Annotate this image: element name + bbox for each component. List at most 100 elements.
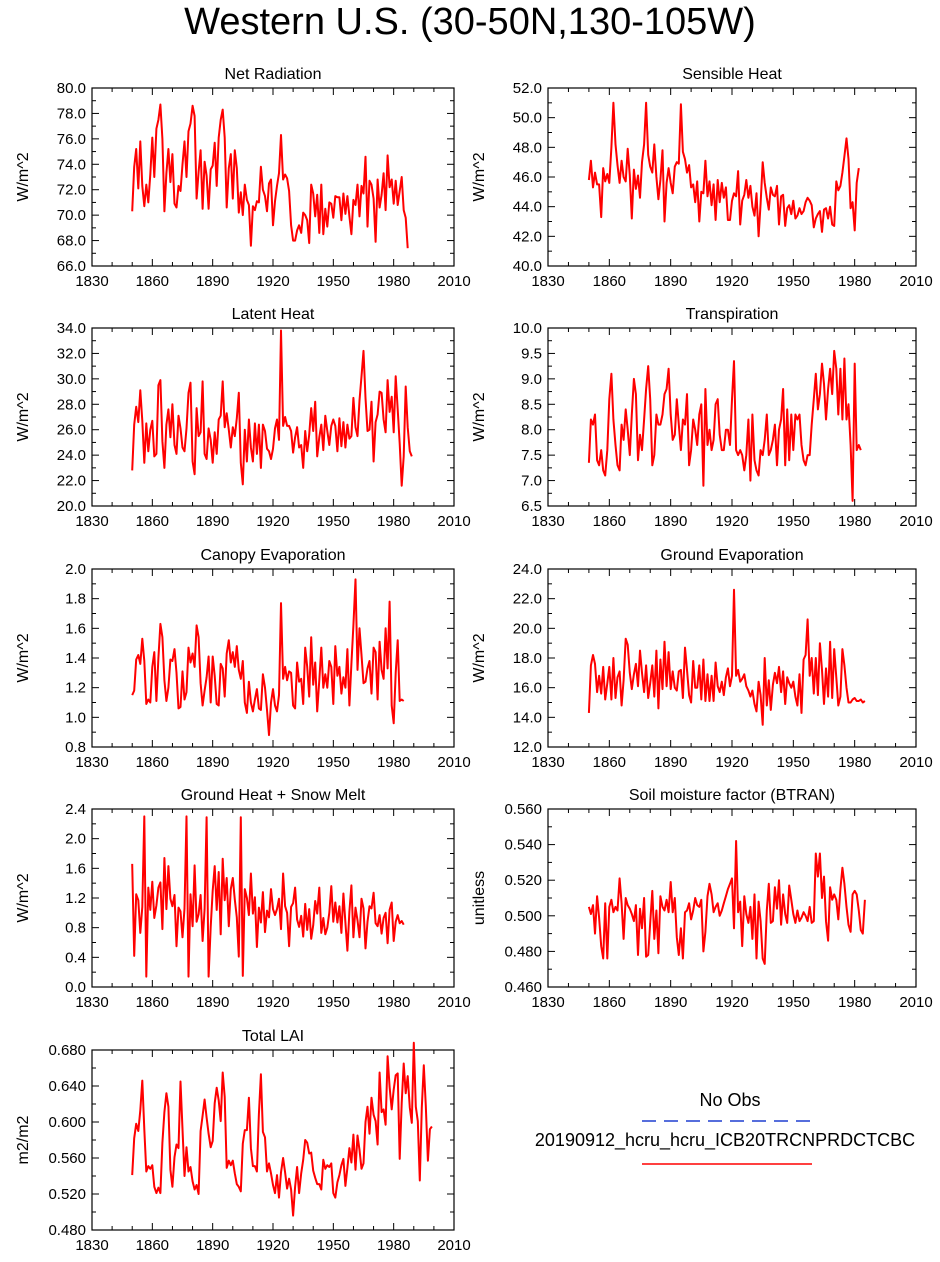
y-tick-label: 22.0: [513, 591, 542, 608]
y-axis-label: W/m^2: [15, 633, 32, 682]
y-tick-label: 2.4: [65, 801, 86, 818]
y-tick-label: 0.480: [48, 1222, 86, 1239]
x-tick-label: 1860: [136, 754, 169, 771]
y-tick-label: 42.0: [513, 228, 542, 245]
y-tick-label: 2.0: [65, 831, 86, 848]
x-tick-label: 1920: [715, 513, 748, 530]
x-tick-label: 1950: [777, 754, 810, 771]
series-line: [131, 329, 413, 487]
x-tick-label: 1860: [593, 273, 626, 290]
y-tick-label: 0.540: [504, 837, 542, 854]
y-tick-label: 0.460: [504, 979, 542, 996]
figure-title: Western U.S. (30-50N,130-105W): [184, 1, 756, 43]
x-tick-label: 1890: [196, 273, 229, 290]
y-tick-label: 28.0: [57, 396, 86, 413]
y-tick-label: 7.0: [521, 473, 542, 490]
x-tick-label: 2010: [899, 273, 932, 290]
x-tick-label: 1980: [377, 1237, 410, 1254]
legend-run-label: 20190912_hcru_hcru_ICB20TRCNPRDCTCBC: [534, 1130, 916, 1150]
y-axis-label: W/m^2: [15, 392, 32, 441]
y-tick-label: 50.0: [513, 110, 542, 127]
y-tick-label: 80.0: [57, 80, 86, 97]
y-tick-label: 2.0: [65, 561, 86, 578]
panel-title: Soil moisture factor (BTRAN): [629, 787, 835, 804]
x-tick-label: 1830: [531, 273, 564, 290]
y-tick-label: 9.5: [521, 345, 542, 362]
y-tick-label: 70.0: [57, 207, 86, 224]
x-tick-label: 1890: [196, 994, 229, 1011]
x-tick-label: 1830: [531, 754, 564, 771]
panel-title: Total LAI: [242, 1028, 304, 1045]
y-tick-label: 18.0: [513, 650, 542, 667]
panel-8: 0.460 0.480 0.500 0.520 0.540 0.560 1830 1860 18…: [471, 787, 933, 1011]
series-line: [131, 103, 409, 249]
x-tick-label: 1920: [715, 994, 748, 1011]
y-tick-label: 0.500: [504, 908, 542, 925]
y-tick-label: 0.8: [65, 739, 86, 756]
panel-title: Net Radiation: [225, 66, 322, 83]
x-tick-label: 1980: [838, 273, 871, 290]
panel-4: 6.5 7.0 7.5 8.0 8.5 9.0 9.5 10.0 1830 1860 1890 192…: [471, 306, 933, 530]
x-tick-label: 1860: [593, 754, 626, 771]
y-tick-label: 26.0: [57, 422, 86, 439]
x-tick-label: 1980: [377, 273, 410, 290]
x-tick-label: 1890: [654, 273, 687, 290]
y-tick-label: 0.680: [48, 1042, 86, 1059]
x-tick-label: 1950: [777, 273, 810, 290]
y-tick-label: 40.0: [513, 258, 542, 275]
plot-frame: [91, 568, 455, 748]
panel-7: 0.0 0.4 0.8 1.2 1.6 2.0 2.4 1830 1860 1890 1920 195…: [15, 787, 471, 1011]
x-tick-label: 1950: [317, 513, 350, 530]
y-tick-label: 0.520: [48, 1186, 86, 1203]
y-tick-label: 24.0: [513, 561, 542, 578]
y-tick-label: 8.0: [521, 422, 542, 439]
series-line: [131, 1041, 433, 1217]
x-tick-label: 1980: [377, 754, 410, 771]
y-tick-label: 48.0: [513, 139, 542, 156]
y-tick-label: 8.5: [521, 396, 542, 413]
x-tick-label: 1860: [136, 513, 169, 530]
y-tick-label: 1.6: [65, 860, 86, 877]
x-tick-label: 1950: [777, 994, 810, 1011]
panel-title: Canopy Evaporation: [201, 547, 346, 564]
x-tick-label: 1920: [256, 513, 289, 530]
panel-title: Ground Heat + Snow Melt: [181, 787, 366, 804]
series-line: [131, 578, 405, 737]
x-tick-label: 1980: [377, 994, 410, 1011]
y-tick-label: 74.0: [57, 156, 86, 173]
x-tick-label: 1890: [654, 994, 687, 1011]
x-tick-label: 1860: [136, 273, 169, 290]
x-tick-label: 1980: [838, 754, 871, 771]
x-tick-label: 1890: [196, 513, 229, 530]
y-tick-label: 46.0: [513, 169, 542, 186]
x-tick-label: 1860: [593, 513, 626, 530]
x-tick-label: 2010: [899, 754, 932, 771]
y-tick-label: 0.480: [504, 943, 542, 960]
y-axis-label: W/m^2: [471, 392, 488, 441]
y-tick-label: 0.4: [65, 949, 86, 966]
legend-obs-label: No Obs: [699, 1090, 761, 1110]
panel-9: 0.480 0.520 0.560 0.600 0.640 0.680 1830 1860 18…: [15, 1028, 471, 1254]
y-tick-label: 76.0: [57, 131, 86, 148]
y-tick-label: 68.0: [57, 233, 86, 250]
x-tick-label: 1980: [377, 513, 410, 530]
panel-2: 40.0 42.0 44.0 46.0 48.0 50.0 52.0 1830 1860 1890…: [471, 66, 933, 290]
x-tick-label: 1950: [777, 513, 810, 530]
panel-6: 12.0 14.0 16.0 18.0 20.0 22.0 24.0 1830 1860 1890…: [471, 547, 933, 771]
panel-title: Ground Evaporation: [660, 547, 803, 564]
x-tick-label: 1830: [75, 513, 108, 530]
panel-1: 66.0 68.0 70.0 72.0 74.0 76.0 78.0 80.0 1830 1860…: [15, 66, 471, 290]
panel-3: 20.0 22.0 24.0 26.0 28.0 30.0 32.0 34.0 1830 1860…: [15, 306, 471, 530]
y-tick-label: 0.640: [48, 1078, 86, 1095]
x-tick-label: 1920: [256, 1237, 289, 1254]
series-line: [131, 815, 405, 978]
y-tick-label: 16.0: [513, 680, 542, 697]
x-tick-label: 1890: [654, 754, 687, 771]
x-tick-label: 1830: [531, 513, 564, 530]
x-tick-label: 2010: [899, 513, 932, 530]
y-tick-label: 0.520: [504, 872, 542, 889]
x-tick-label: 1920: [715, 273, 748, 290]
y-axis-label: W/m^2: [471, 633, 488, 682]
y-tick-label: 34.0: [57, 320, 86, 337]
y-tick-label: 1.6: [65, 620, 86, 637]
